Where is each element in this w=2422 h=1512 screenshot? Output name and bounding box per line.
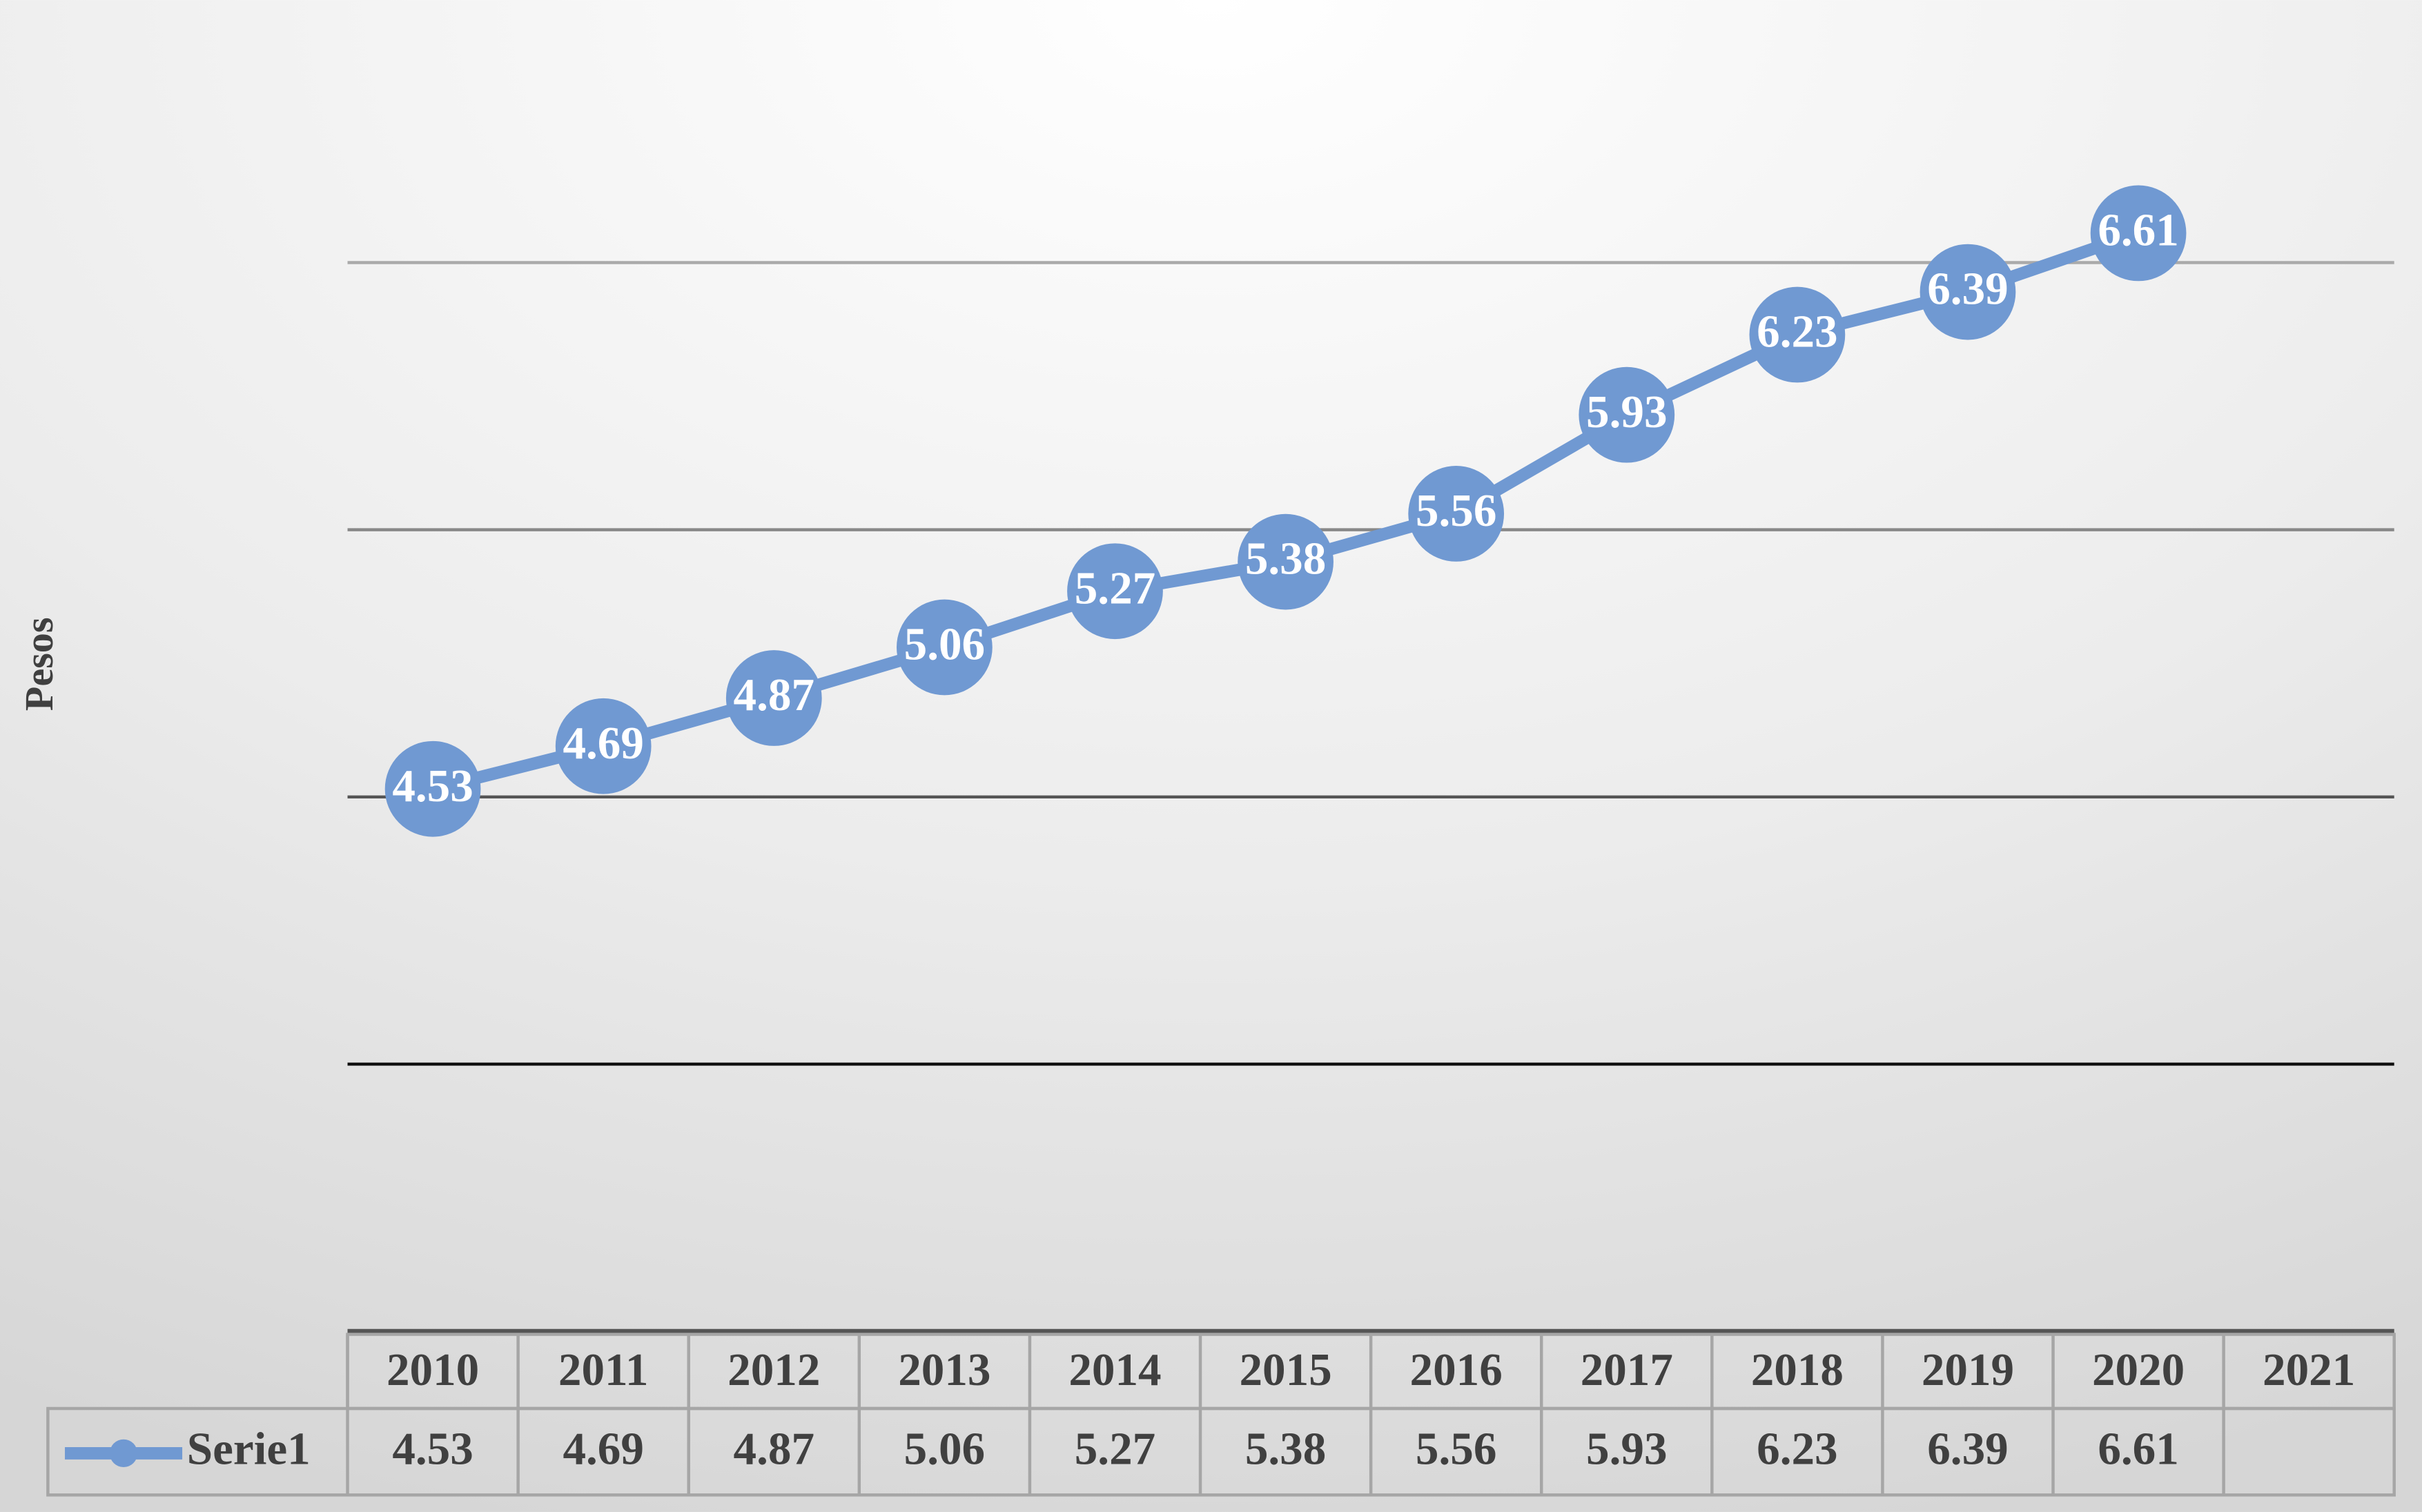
x-tick-label: 2011 bbox=[558, 1344, 649, 1395]
table-value: 4.69 bbox=[563, 1422, 643, 1474]
table-value: 5.38 bbox=[1245, 1422, 1326, 1474]
x-tick-label: 2017 bbox=[1581, 1344, 1673, 1395]
data-label: 4.87 bbox=[734, 669, 814, 720]
marker bbox=[1749, 286, 1846, 383]
data-label: 4.69 bbox=[563, 717, 643, 769]
table-value: 5.56 bbox=[1416, 1422, 1496, 1474]
table-value: 6.61 bbox=[2098, 1422, 2178, 1474]
data-label: 5.06 bbox=[904, 618, 985, 670]
data-label: 5.38 bbox=[1245, 533, 1326, 585]
x-tick-label: 2018 bbox=[1751, 1344, 1844, 1395]
table-value: 4.87 bbox=[734, 1422, 814, 1474]
x-tick-label: 2016 bbox=[1410, 1344, 1503, 1395]
table-value: 5.06 bbox=[904, 1422, 985, 1474]
x-tick-label: 2013 bbox=[898, 1344, 990, 1395]
table-data-row bbox=[46, 1406, 2396, 1497]
data-label: 5.27 bbox=[1075, 562, 1155, 613]
x-tick-label: 2015 bbox=[1239, 1344, 1331, 1395]
marker bbox=[1067, 543, 1163, 640]
marker bbox=[1579, 366, 1675, 463]
marker bbox=[1408, 466, 1505, 562]
marker bbox=[384, 740, 481, 837]
marker bbox=[1920, 244, 2016, 340]
y-axis-label: Pesos bbox=[17, 617, 61, 711]
marker bbox=[725, 650, 822, 746]
marker bbox=[555, 698, 652, 794]
x-tick-label: 2012 bbox=[727, 1344, 820, 1395]
data-label: 4.53 bbox=[392, 760, 473, 812]
data-label: 5.93 bbox=[1586, 386, 1667, 438]
table-value: 4.53 bbox=[392, 1422, 473, 1474]
table-value: 5.93 bbox=[1586, 1422, 1667, 1474]
marker bbox=[2090, 185, 2187, 282]
marker bbox=[1238, 513, 1334, 610]
x-tick-label: 2010 bbox=[387, 1344, 479, 1395]
x-tick-label: 2021 bbox=[2263, 1344, 2355, 1395]
data-label: 6.61 bbox=[2098, 204, 2178, 256]
table-value: 6.23 bbox=[1757, 1422, 1837, 1474]
marker bbox=[896, 599, 993, 696]
x-tick-label: 2019 bbox=[1922, 1344, 2014, 1395]
data-label: 6.23 bbox=[1757, 306, 1837, 357]
x-tick-label: 2020 bbox=[2092, 1344, 2185, 1395]
x-tick-label: 2014 bbox=[1068, 1344, 1161, 1395]
table-value: 6.39 bbox=[1927, 1422, 2008, 1474]
legend-label: Serie1 bbox=[187, 1422, 311, 1474]
legend-marker bbox=[109, 1439, 138, 1468]
data-label: 6.39 bbox=[1927, 263, 2008, 315]
table-value: 5.27 bbox=[1075, 1422, 1155, 1474]
data-label: 5.56 bbox=[1416, 484, 1496, 536]
